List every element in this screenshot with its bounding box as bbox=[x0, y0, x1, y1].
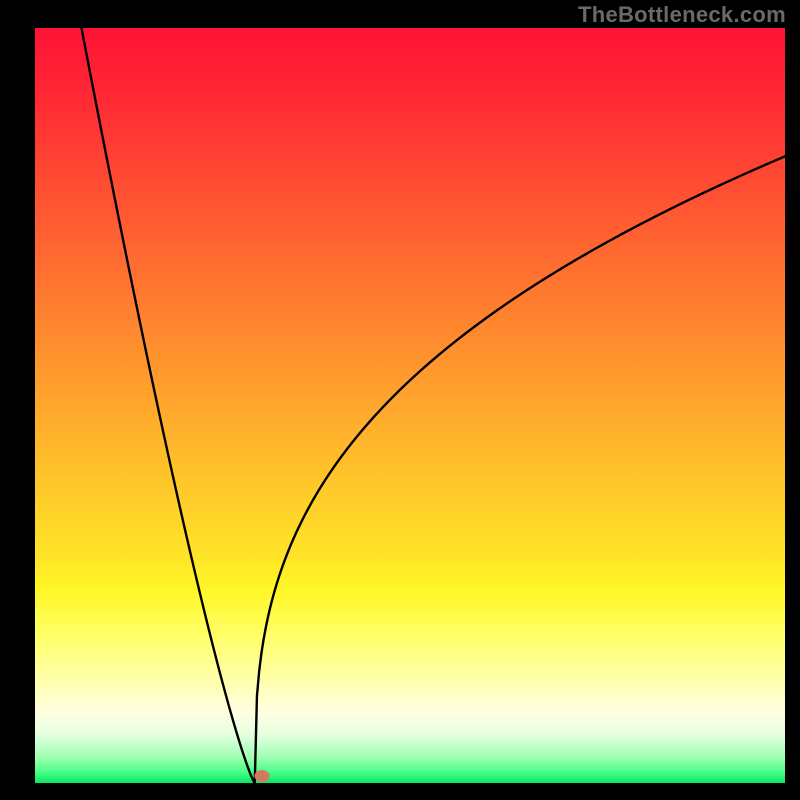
data-point-marker bbox=[254, 770, 269, 782]
watermark-text: TheBottleneck.com bbox=[578, 2, 786, 28]
chart-plot-area bbox=[35, 28, 785, 783]
chart-container: TheBottleneck.com bbox=[0, 0, 800, 800]
